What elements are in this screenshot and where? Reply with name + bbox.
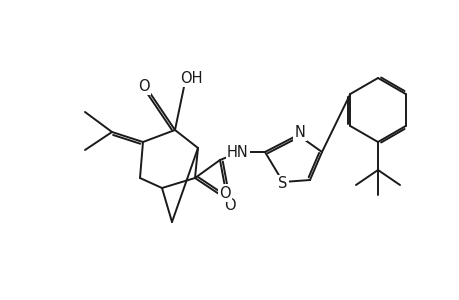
Text: S: S xyxy=(278,176,287,191)
Text: O: O xyxy=(138,79,150,94)
Text: HN: HN xyxy=(227,145,248,160)
Text: N: N xyxy=(294,124,305,140)
Text: O: O xyxy=(218,185,230,200)
Text: O: O xyxy=(224,199,235,214)
Text: OH: OH xyxy=(179,70,202,86)
